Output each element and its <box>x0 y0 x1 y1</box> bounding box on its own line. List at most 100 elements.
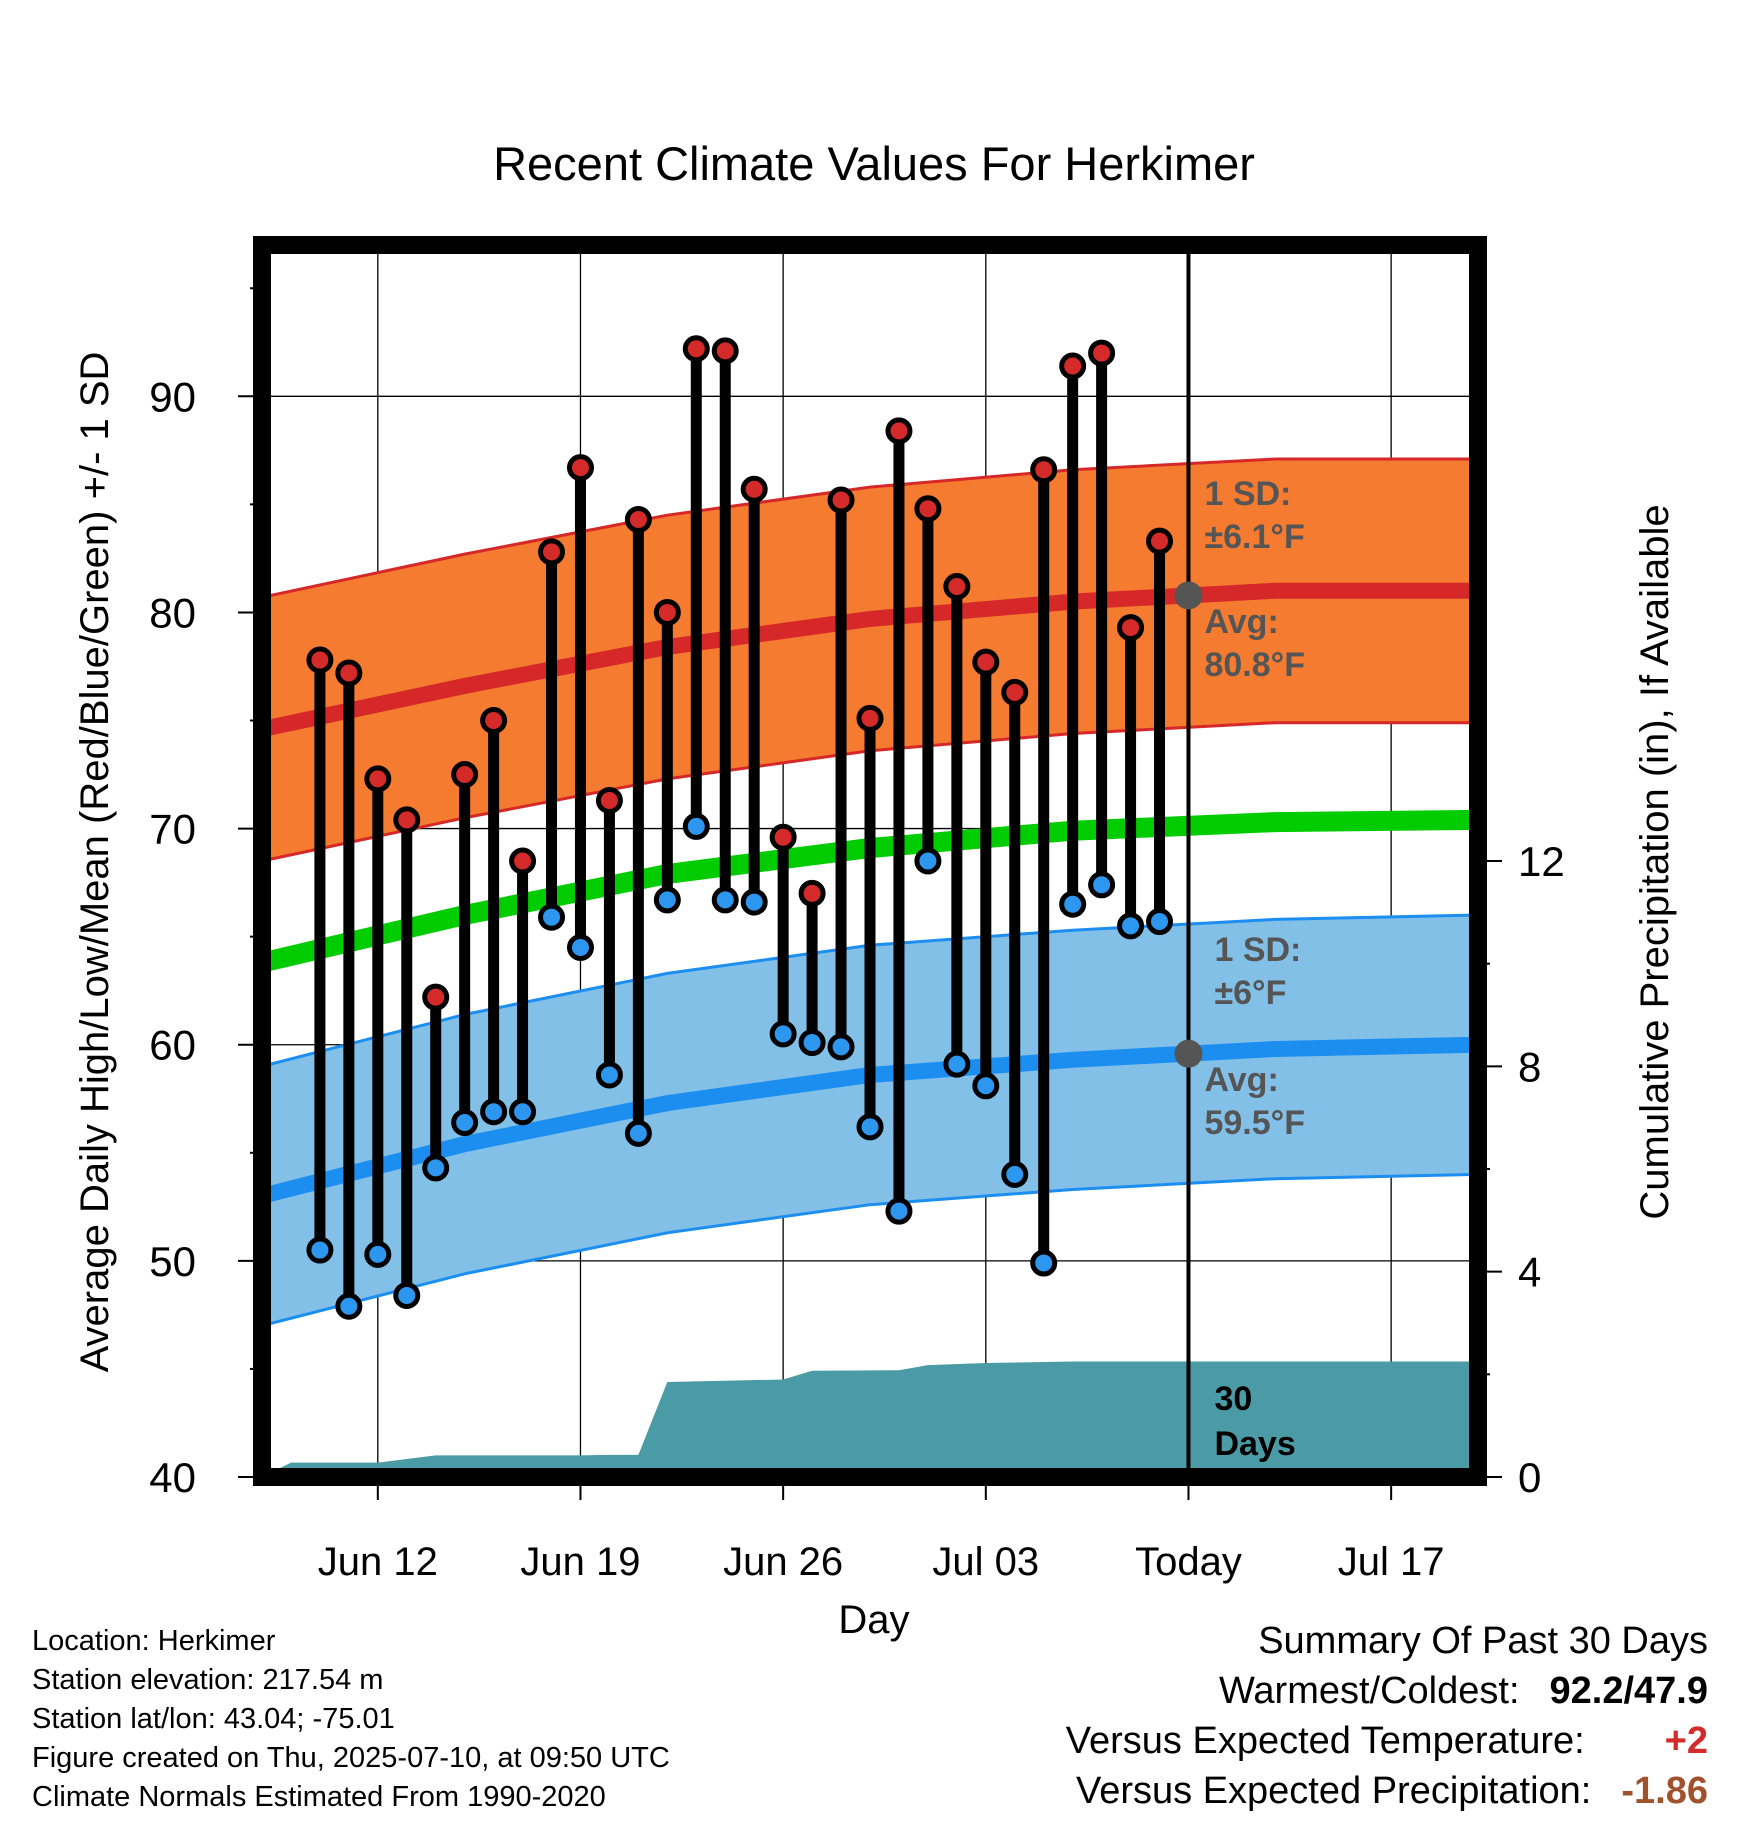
high-point <box>740 475 768 503</box>
low-avg-value: 59.5°F <box>1204 1104 1305 1142</box>
low-point <box>393 1281 421 1309</box>
x-tick-label: Today <box>1135 1540 1242 1584</box>
high-band-upper-edge <box>262 457 1478 599</box>
low-point <box>451 1109 479 1137</box>
low-avg-label: Avg: <box>1204 1061 1278 1099</box>
annotations: 1 SD: ±6.1°F Avg: 80.8°F 1 SD: ±6°F Avg: 59.5°F… <box>1204 475 1305 1463</box>
x-axis-label: Day <box>838 1598 909 1642</box>
x-tick-label: Jun 26 <box>723 1540 843 1584</box>
low-point <box>769 1020 797 1048</box>
low-point <box>624 1119 652 1147</box>
latlon-text: Station lat/lon: 43.04; -75.01 <box>32 1703 395 1735</box>
high-point <box>682 335 710 363</box>
high-point <box>1030 456 1058 484</box>
high-point <box>624 505 652 533</box>
axes: 40 50 60 70 80 90 0 4 8 12 Jun 12 Jun 19 Jun 26 Jul 0… <box>149 287 1565 1584</box>
precip-value: -1.86 <box>1621 1770 1708 1812</box>
high-point <box>538 538 566 566</box>
high-band <box>262 459 1478 861</box>
high-point <box>1088 339 1116 367</box>
y-axis-label: Average Daily High/Low/Mean (Red/Blue/Gr… <box>73 352 117 1373</box>
high-point <box>306 646 334 674</box>
low-point <box>480 1098 508 1126</box>
y-axis-label-right: Cumulative Precipitation (in), If Availa… <box>1633 504 1677 1219</box>
high-point <box>711 337 739 365</box>
high-point <box>451 761 479 789</box>
low-point <box>566 933 594 961</box>
high-point <box>943 573 971 601</box>
high-avg-value: 80.8°F <box>1204 646 1305 684</box>
low-band-lower-edge <box>262 1172 1478 1328</box>
high-sd-label: 1 SD: <box>1204 475 1291 513</box>
high-point <box>566 454 594 482</box>
precip-area <box>262 1361 1478 1477</box>
y-right-tick-label: 0 <box>1518 1454 1541 1501</box>
low-point <box>1059 890 1087 918</box>
high-point <box>1146 527 1174 555</box>
x-tick-label: Jun 12 <box>318 1540 438 1584</box>
low-point <box>885 1197 913 1225</box>
low-sd-label: 1 SD: <box>1214 931 1301 969</box>
elevation-text: Station elevation: 217.54 m <box>32 1664 384 1696</box>
low-point <box>711 886 739 914</box>
station-layer <box>1174 581 1203 1068</box>
low-point <box>798 1029 826 1057</box>
high-sd-value: ±6.1°F <box>1204 518 1304 556</box>
low-point <box>653 886 681 914</box>
high-point <box>885 417 913 445</box>
warm-cold-value: 92.2/47.9 <box>1549 1670 1708 1712</box>
low-point <box>1146 908 1174 936</box>
y-tick-label: 40 <box>149 1454 196 1501</box>
normals-text: Climate Normals Estimated From 1990-2020 <box>32 1781 606 1813</box>
high-point <box>364 765 392 793</box>
station-info: Location: Herkimer Station elevation: 21… <box>32 1622 670 1817</box>
today-low-normal-dot <box>1174 1039 1203 1068</box>
high-point <box>914 495 942 523</box>
high-point <box>1001 678 1029 706</box>
y-tick-label: 60 <box>149 1022 196 1069</box>
low-point <box>306 1236 334 1264</box>
summary-temp: Versus Expected Temperature: +2 <box>1066 1720 1708 1763</box>
summary-warm-cold: Warmest/Coldest: 92.2/47.9 <box>1219 1670 1708 1713</box>
precip-period-label: 30 <box>1214 1380 1252 1418</box>
summary-precip: Versus Expected Precipitation: -1.86 <box>1076 1770 1708 1813</box>
low-point <box>1088 871 1116 899</box>
high-point <box>335 659 363 687</box>
high-point <box>509 847 537 875</box>
low-point <box>1030 1249 1058 1277</box>
high-point <box>422 983 450 1011</box>
high-point <box>827 486 855 514</box>
low-point <box>827 1033 855 1061</box>
y-tick-label: 70 <box>149 806 196 853</box>
x-tick-label: Jul 03 <box>932 1540 1039 1584</box>
today-high-normal-dot <box>1174 581 1203 610</box>
high-avg-label: Avg: <box>1204 603 1278 641</box>
high-point <box>798 879 826 907</box>
low-point <box>422 1154 450 1182</box>
high-normal-line <box>262 582 1478 738</box>
y-tick-label: 80 <box>149 589 196 636</box>
high-point <box>595 786 623 814</box>
low-point <box>740 888 768 916</box>
x-tick-label: Jul 17 <box>1338 1540 1445 1584</box>
created-text: Figure created on Thu, 2025-07-10, at 09… <box>32 1742 670 1774</box>
y-tick-label: 90 <box>149 373 196 420</box>
high-point <box>480 707 508 735</box>
summary-title: Summary Of Past 30 Days <box>1258 1620 1708 1662</box>
low-point <box>595 1061 623 1089</box>
high-point <box>1117 614 1145 642</box>
y-right-tick-label: 12 <box>1518 838 1565 885</box>
low-point <box>856 1113 884 1141</box>
series-layer <box>262 335 1478 1477</box>
high-point <box>769 823 797 851</box>
warm-cold-label: Warmest/Coldest: <box>1218 1670 1520 1712</box>
high-point <box>856 704 884 732</box>
high-point <box>653 598 681 626</box>
low-point <box>1117 912 1145 940</box>
low-point <box>914 847 942 875</box>
temp-value: +2 <box>1664 1720 1708 1762</box>
low-point <box>509 1098 537 1126</box>
x-tick-label: Jun 19 <box>520 1540 640 1584</box>
y-tick-label: 50 <box>149 1238 196 1285</box>
